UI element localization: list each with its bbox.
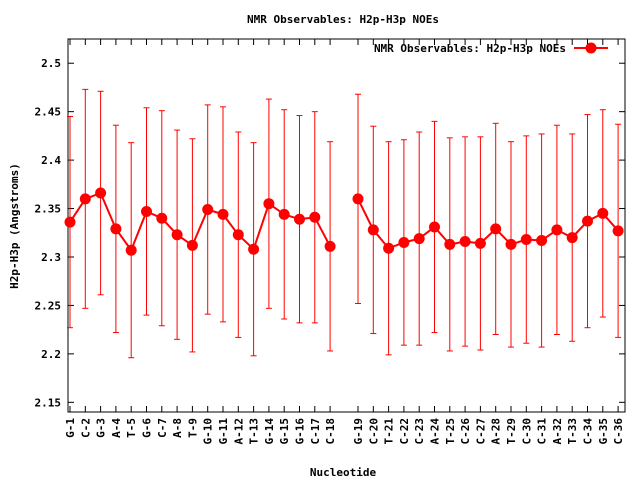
data-point	[383, 242, 395, 254]
y-tick-label: 2.2	[41, 348, 61, 361]
x-tick-label: C-18	[324, 418, 337, 445]
x-tick-label: A-28	[490, 418, 503, 445]
y-tick-label: 2.35	[35, 203, 62, 216]
x-tick-label: A-32	[551, 418, 564, 445]
data-point	[232, 229, 244, 241]
error-bars	[67, 88, 622, 359]
y-tick-label: 2.25	[35, 299, 62, 312]
data-point	[413, 233, 425, 245]
x-tick-label: G-16	[294, 418, 307, 445]
data-point	[444, 238, 456, 250]
x-tick-label: A-24	[429, 418, 442, 445]
x-tick-label: C-27	[474, 418, 487, 445]
y-axis-label: H2p-H3p (Angstroms)	[8, 163, 21, 289]
legend-label: NMR Observables: H2p-H3p NOEs	[374, 42, 566, 55]
data-point	[536, 235, 548, 247]
x-tick-label: T-33	[566, 418, 579, 445]
x-tick-label: A-12	[232, 418, 245, 445]
x-tick-label: G-3	[95, 418, 108, 438]
data-point	[324, 240, 336, 252]
data-point	[248, 243, 260, 255]
data-point	[95, 187, 107, 199]
data-point	[217, 208, 229, 220]
data-points	[64, 187, 624, 256]
data-point	[566, 232, 578, 244]
x-tick-label: C-2	[79, 418, 92, 438]
data-point	[367, 224, 379, 236]
x-tick-label: G-35	[597, 418, 610, 445]
data-point	[64, 216, 76, 228]
series-line-segment-1	[69, 191, 331, 253]
data-point	[398, 236, 410, 248]
y-tick-label: 2.15	[35, 396, 62, 409]
series-lines	[69, 191, 619, 253]
x-tick-label: C-23	[413, 418, 426, 445]
x-tick-label: G-14	[263, 418, 276, 445]
x-tick-label: G-6	[141, 418, 154, 438]
data-point	[612, 225, 624, 237]
data-point	[520, 234, 532, 246]
x-axis-label: Nucleotide	[310, 466, 377, 479]
data-point	[474, 237, 486, 249]
data-point	[79, 193, 91, 205]
data-point	[505, 238, 517, 250]
x-tick-label: T-5	[125, 418, 138, 438]
data-point	[186, 239, 198, 251]
x-tick-label: G-15	[278, 418, 291, 445]
x-tick-label: C-22	[398, 418, 411, 445]
x-tick-label: G-10	[202, 418, 215, 445]
x-tick-label: T-25	[444, 418, 457, 445]
x-tick-label: C-17	[309, 418, 322, 445]
data-point	[352, 193, 364, 205]
x-axis: G-1 C-2 G-3 A-4 T-5 G-6 C-7 A-8 T-9 G-10 G-11 A-12 T…	[64, 39, 625, 445]
x-tick-label: C-7	[156, 418, 169, 438]
x-tick-label: C-26	[459, 418, 472, 445]
y-tick-label: 2.4	[41, 154, 61, 167]
y-tick-label: 2.3	[41, 251, 61, 264]
data-point	[171, 229, 183, 241]
y-tick-label: 2.5	[41, 57, 61, 70]
x-tick-label: C-20	[367, 418, 380, 445]
data-point	[429, 221, 440, 233]
data-point	[459, 235, 471, 247]
legend: NMR Observables: H2p-H3p NOEs	[374, 42, 608, 55]
data-point	[110, 223, 122, 235]
legend-marker	[585, 42, 597, 54]
x-tick-label: G-19	[352, 418, 365, 445]
x-tick-label: C-34	[582, 418, 595, 445]
data-point	[263, 198, 275, 210]
data-point	[309, 211, 321, 223]
y-tick-label: 2.45	[35, 106, 62, 119]
data-point	[582, 215, 593, 227]
x-tick-label: C-31	[536, 418, 549, 445]
chart-title: NMR Observables: H2p-H3p NOEs	[247, 13, 439, 26]
x-tick-label: C-36	[612, 418, 625, 445]
data-point	[294, 213, 305, 225]
x-tick-label: C-30	[520, 418, 533, 445]
x-tick-label: A-8	[171, 418, 184, 438]
data-point	[597, 207, 609, 219]
series-line-segment-2	[357, 198, 619, 250]
data-point	[156, 212, 168, 224]
x-tick-label: A-4	[110, 418, 123, 438]
x-tick-label: G-11	[217, 418, 230, 445]
x-tick-label: T-9	[186, 418, 199, 438]
x-tick-label: T-29	[505, 418, 518, 445]
data-point	[202, 204, 214, 216]
data-point	[125, 244, 137, 256]
data-point	[141, 205, 152, 217]
x-tick-label: T-13	[248, 418, 261, 445]
y-axis: 2.15 2.2 2.25 2.3 2.35 2.4 2.45 2.5	[35, 57, 625, 409]
data-point	[278, 208, 290, 220]
data-point	[490, 223, 502, 235]
x-tick-label: G-1	[64, 418, 77, 438]
x-tick-label: T-21	[383, 418, 396, 445]
data-point	[551, 224, 563, 236]
